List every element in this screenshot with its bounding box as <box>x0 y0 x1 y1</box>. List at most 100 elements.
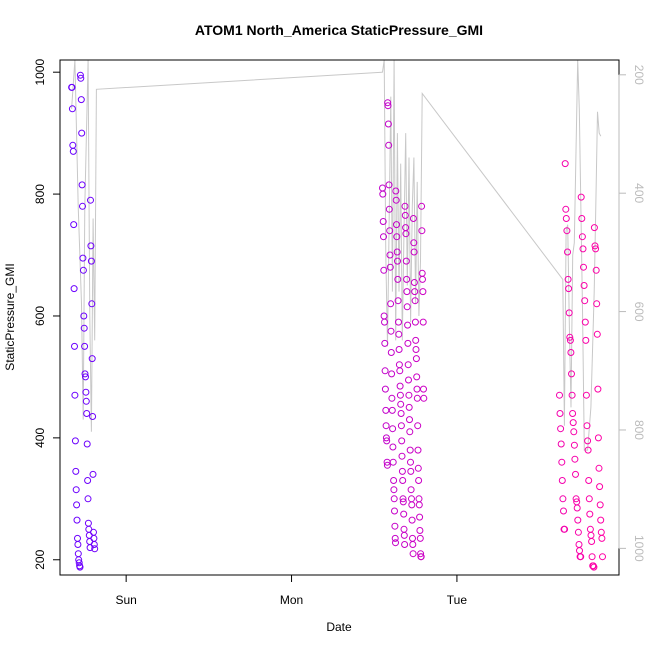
y-tick-label: 600 <box>33 306 47 326</box>
data-point <box>404 361 412 369</box>
y2-tick-label: 400 <box>632 183 646 203</box>
data-point <box>412 346 420 353</box>
data-point <box>74 550 82 558</box>
data-point <box>390 486 398 494</box>
data-point <box>579 245 587 253</box>
data-point <box>420 394 428 402</box>
data-point <box>414 446 422 454</box>
data-point <box>580 263 587 271</box>
data-point <box>396 367 404 375</box>
data-point <box>78 129 86 137</box>
data-point <box>418 227 426 235</box>
x-tick-label: Sun <box>115 593 136 607</box>
data-point <box>80 324 88 332</box>
data-point <box>385 205 393 213</box>
plot-frame <box>59 59 620 576</box>
data-point <box>69 147 77 155</box>
data-point <box>79 254 87 262</box>
data-point <box>419 318 427 326</box>
data-point <box>72 467 80 475</box>
data-point <box>383 437 391 445</box>
data-point <box>590 224 598 232</box>
data-point <box>70 221 78 229</box>
data-point <box>417 553 425 561</box>
x-axis-label: Date <box>326 620 352 634</box>
data-point <box>400 525 408 533</box>
data-point <box>409 534 416 542</box>
data-point <box>389 443 397 451</box>
data-point <box>416 527 424 534</box>
data-point <box>410 279 418 286</box>
data-point <box>592 266 600 274</box>
data-point <box>384 102 392 110</box>
data-point <box>90 534 98 542</box>
data-point <box>78 181 86 189</box>
data-point <box>77 96 85 104</box>
data-point <box>73 501 81 509</box>
data-point <box>91 545 99 553</box>
data-point <box>598 534 606 542</box>
data-point <box>382 434 390 442</box>
data-point <box>591 242 599 250</box>
data-point <box>586 525 594 533</box>
y2-tick-label: 800 <box>632 420 646 440</box>
data-point <box>570 428 578 436</box>
data-point <box>567 349 575 356</box>
data-point <box>396 382 404 390</box>
data-point <box>68 83 76 91</box>
data-point <box>559 495 567 503</box>
data-point <box>562 215 570 222</box>
data-point <box>88 355 96 363</box>
data-point <box>592 245 600 253</box>
axes-layer: 200 400 600 800 1000 200 400 600 800 1000 Sun Mon Tu… <box>33 59 646 607</box>
data-point <box>71 342 78 350</box>
data-point <box>403 275 411 283</box>
data-point <box>390 495 398 503</box>
data-point <box>409 541 417 548</box>
data-point <box>404 339 412 347</box>
data-point <box>419 288 427 296</box>
data-point <box>406 446 414 454</box>
data-point <box>403 288 411 296</box>
data-point <box>558 458 566 466</box>
data-point <box>557 425 565 433</box>
data-point <box>407 458 414 466</box>
data-point <box>563 227 571 235</box>
data-point <box>399 477 407 484</box>
data-point <box>401 211 409 219</box>
data-point <box>581 318 589 326</box>
data-point <box>397 400 405 408</box>
data-point <box>381 385 389 393</box>
data-point <box>389 425 397 433</box>
data-point <box>568 391 576 399</box>
data-point <box>90 541 98 548</box>
data-point <box>395 346 403 353</box>
data-point <box>593 330 601 338</box>
data-point <box>562 205 570 213</box>
y-axis-label: StaticPressure_GMI <box>3 263 17 370</box>
data-point <box>89 470 97 478</box>
data-point <box>564 275 572 283</box>
data-point <box>70 285 78 293</box>
data-point <box>398 437 406 445</box>
data-point <box>411 297 419 305</box>
data-point <box>384 120 392 128</box>
data-point <box>416 513 424 521</box>
data-point <box>588 553 596 561</box>
data-point <box>391 534 399 542</box>
data-point <box>81 342 89 350</box>
y2-tick-label: 200 <box>632 65 646 85</box>
data-point <box>572 470 579 478</box>
data-point <box>388 370 396 378</box>
data-point <box>561 525 569 533</box>
data-point <box>382 406 390 414</box>
data-point <box>393 233 401 241</box>
x-tick-label: Tue <box>447 593 468 607</box>
data-point <box>407 486 415 494</box>
y-tick-label: 200 <box>33 549 47 569</box>
data-point <box>596 501 604 509</box>
data-point <box>584 437 592 445</box>
data-point <box>412 336 420 344</box>
data-point <box>394 257 401 265</box>
data-point <box>380 266 388 274</box>
